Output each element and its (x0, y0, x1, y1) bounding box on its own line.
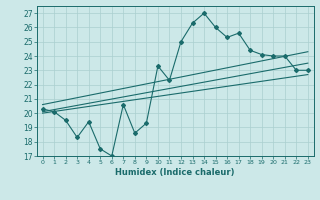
X-axis label: Humidex (Indice chaleur): Humidex (Indice chaleur) (116, 168, 235, 177)
